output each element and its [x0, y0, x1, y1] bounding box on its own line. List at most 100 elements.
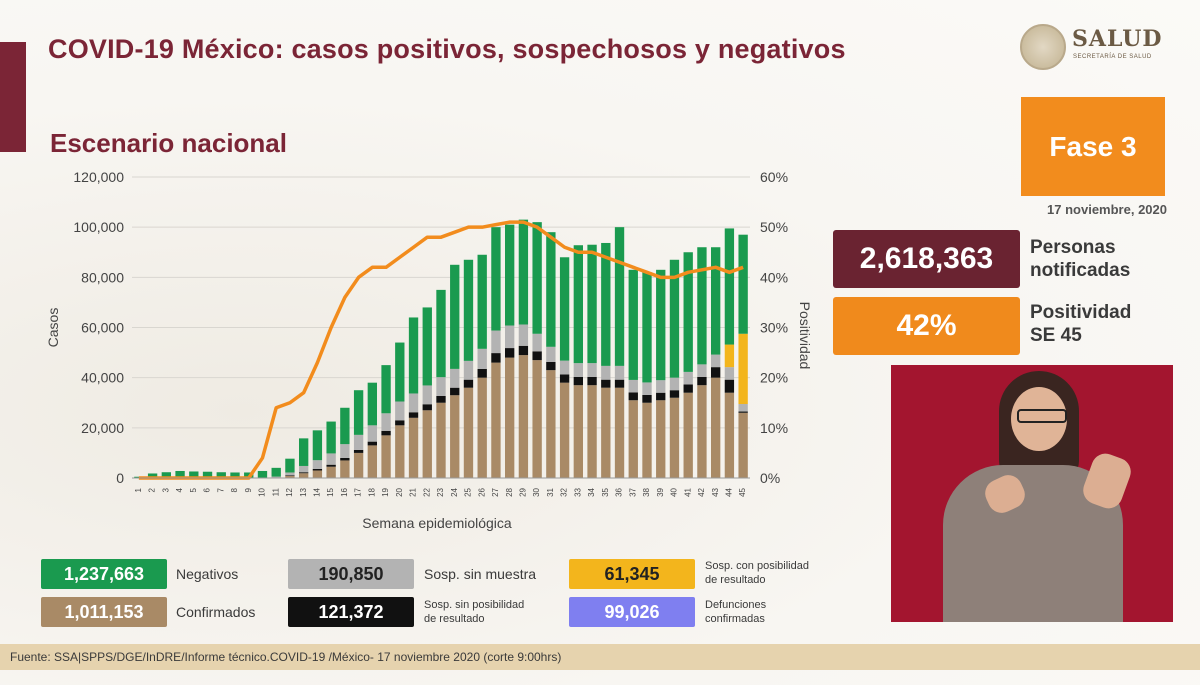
bar-segment — [353, 452, 364, 478]
x-tick-label: 20 — [395, 487, 404, 496]
bar-segment — [408, 393, 419, 413]
bar-segment — [367, 425, 378, 442]
x-tick-label: 6 — [203, 487, 212, 492]
legend-defunciones-value: 99,026 — [569, 597, 695, 627]
bar-segment — [312, 468, 323, 471]
legend-negativos-label: Negativos — [176, 566, 239, 582]
bar-segment — [230, 472, 240, 478]
bar-segment — [628, 400, 638, 478]
x-tick-label: 15 — [326, 487, 335, 496]
bar-segment — [408, 317, 419, 394]
x-tick-label: 26 — [477, 487, 486, 496]
bar-segment — [656, 269, 666, 381]
bar-segment — [669, 397, 680, 478]
bar-segment — [559, 382, 570, 478]
bar-segment — [532, 360, 542, 478]
bar-segment — [669, 377, 680, 391]
bar-segment — [601, 379, 611, 388]
logo-subtext: SECRETARÍA DE SALUD — [1073, 54, 1152, 60]
bar-segment — [573, 363, 584, 377]
bar-segment — [202, 471, 213, 478]
bar-segment — [381, 435, 391, 478]
legend-sosp-sin-posibilidad-value: 121,372 — [288, 597, 414, 627]
bar-segment — [216, 472, 226, 478]
bar-segment — [601, 387, 611, 478]
bar-segment — [477, 254, 487, 349]
bar-segment — [298, 465, 309, 473]
bar-segment — [367, 445, 378, 478]
bar-segment — [436, 289, 446, 378]
bar-segment — [656, 400, 666, 478]
bar-segment — [408, 417, 419, 478]
bar-segment — [477, 348, 487, 369]
y2-tick-label: 30% — [760, 320, 788, 336]
y2-tick-label: 60% — [760, 169, 788, 185]
bar-segment — [477, 377, 487, 478]
bar-segment — [642, 382, 652, 395]
x-tick-label: 14 — [313, 487, 322, 496]
y2-tick-label: 40% — [760, 269, 788, 285]
bar-segment — [312, 460, 323, 469]
x-tick-label: 1 — [134, 487, 143, 492]
bar-segment — [312, 470, 323, 478]
bar-segment — [450, 387, 460, 396]
x-tick-label: 12 — [285, 487, 294, 496]
bar-segment — [518, 355, 529, 478]
legend-sosp-sin-posibilidad-label: Sosp. sin posibilidad de resultado — [424, 598, 524, 626]
bar-segment — [697, 385, 707, 478]
bar-segment — [587, 244, 597, 364]
bar-segment — [326, 466, 336, 478]
x-tick-label: 43 — [711, 487, 720, 496]
legend-sosp-con-posibilidad-line2: de resultado — [705, 574, 766, 586]
bar-segment — [532, 333, 542, 352]
bar-segment — [642, 402, 652, 478]
bar-segment — [559, 257, 570, 361]
bar-segment — [587, 376, 597, 386]
x-tick-label: 29 — [519, 487, 528, 496]
bar-segment — [683, 384, 693, 393]
bar-segment — [450, 368, 460, 388]
bar-segment — [491, 353, 501, 363]
bar-segment — [422, 385, 432, 405]
x-tick-label: 10 — [258, 487, 267, 496]
bar-segment — [573, 385, 584, 478]
bar-segment — [491, 227, 501, 331]
bar-segment — [395, 401, 405, 421]
x-tick-label: 22 — [422, 487, 431, 496]
bar-segment — [738, 412, 748, 478]
bar-segment — [683, 252, 693, 372]
bar-segment — [367, 441, 378, 446]
bar-segment — [546, 346, 556, 362]
bar-segment — [285, 475, 295, 478]
x-tick-label: 4 — [175, 487, 184, 492]
page-title: COVID-19 México: casos positivos, sospec… — [48, 34, 846, 64]
y2-tick-label: 0% — [760, 470, 780, 486]
bar-segment — [724, 344, 735, 368]
logo-text: SALUD — [1072, 26, 1163, 52]
y-axis-title: Casos — [45, 308, 61, 348]
kpi-notificadas-value: 2,618,363 — [833, 230, 1020, 288]
bar-segment — [353, 449, 364, 453]
x-tick-label: 34 — [587, 487, 596, 496]
x-tick-label: 5 — [189, 487, 198, 492]
legend-sosp-con-posibilidad-line1: Sosp. con posibilidad — [705, 560, 809, 572]
x-tick-label: 41 — [683, 487, 692, 496]
legend-sosp-sin-posibilidad-line1: Sosp. sin posibilidad — [424, 599, 525, 611]
bar-segment — [175, 470, 185, 478]
bar-segment — [614, 387, 625, 478]
bar-segment — [587, 363, 597, 377]
bar-segment — [587, 385, 597, 478]
legend-defunciones-line1: Defunciones — [705, 599, 767, 611]
legend-defunciones-line2: confirmadas — [705, 613, 765, 625]
bar-segment — [614, 379, 625, 388]
bar-segment — [656, 380, 666, 393]
x-tick-label: 2 — [148, 487, 157, 492]
bar-segment — [395, 425, 405, 478]
y-tick-label: 120,000 — [73, 169, 124, 185]
stacked-bar-chart: 0 20,000 40,000 60,000 80,000 100,000 120,000 0… — [45, 169, 810, 531]
x-tick-label: 24 — [450, 487, 459, 496]
x-tick-label: 37 — [628, 487, 637, 496]
bar-segment — [683, 371, 693, 385]
bar-segment — [340, 407, 350, 445]
